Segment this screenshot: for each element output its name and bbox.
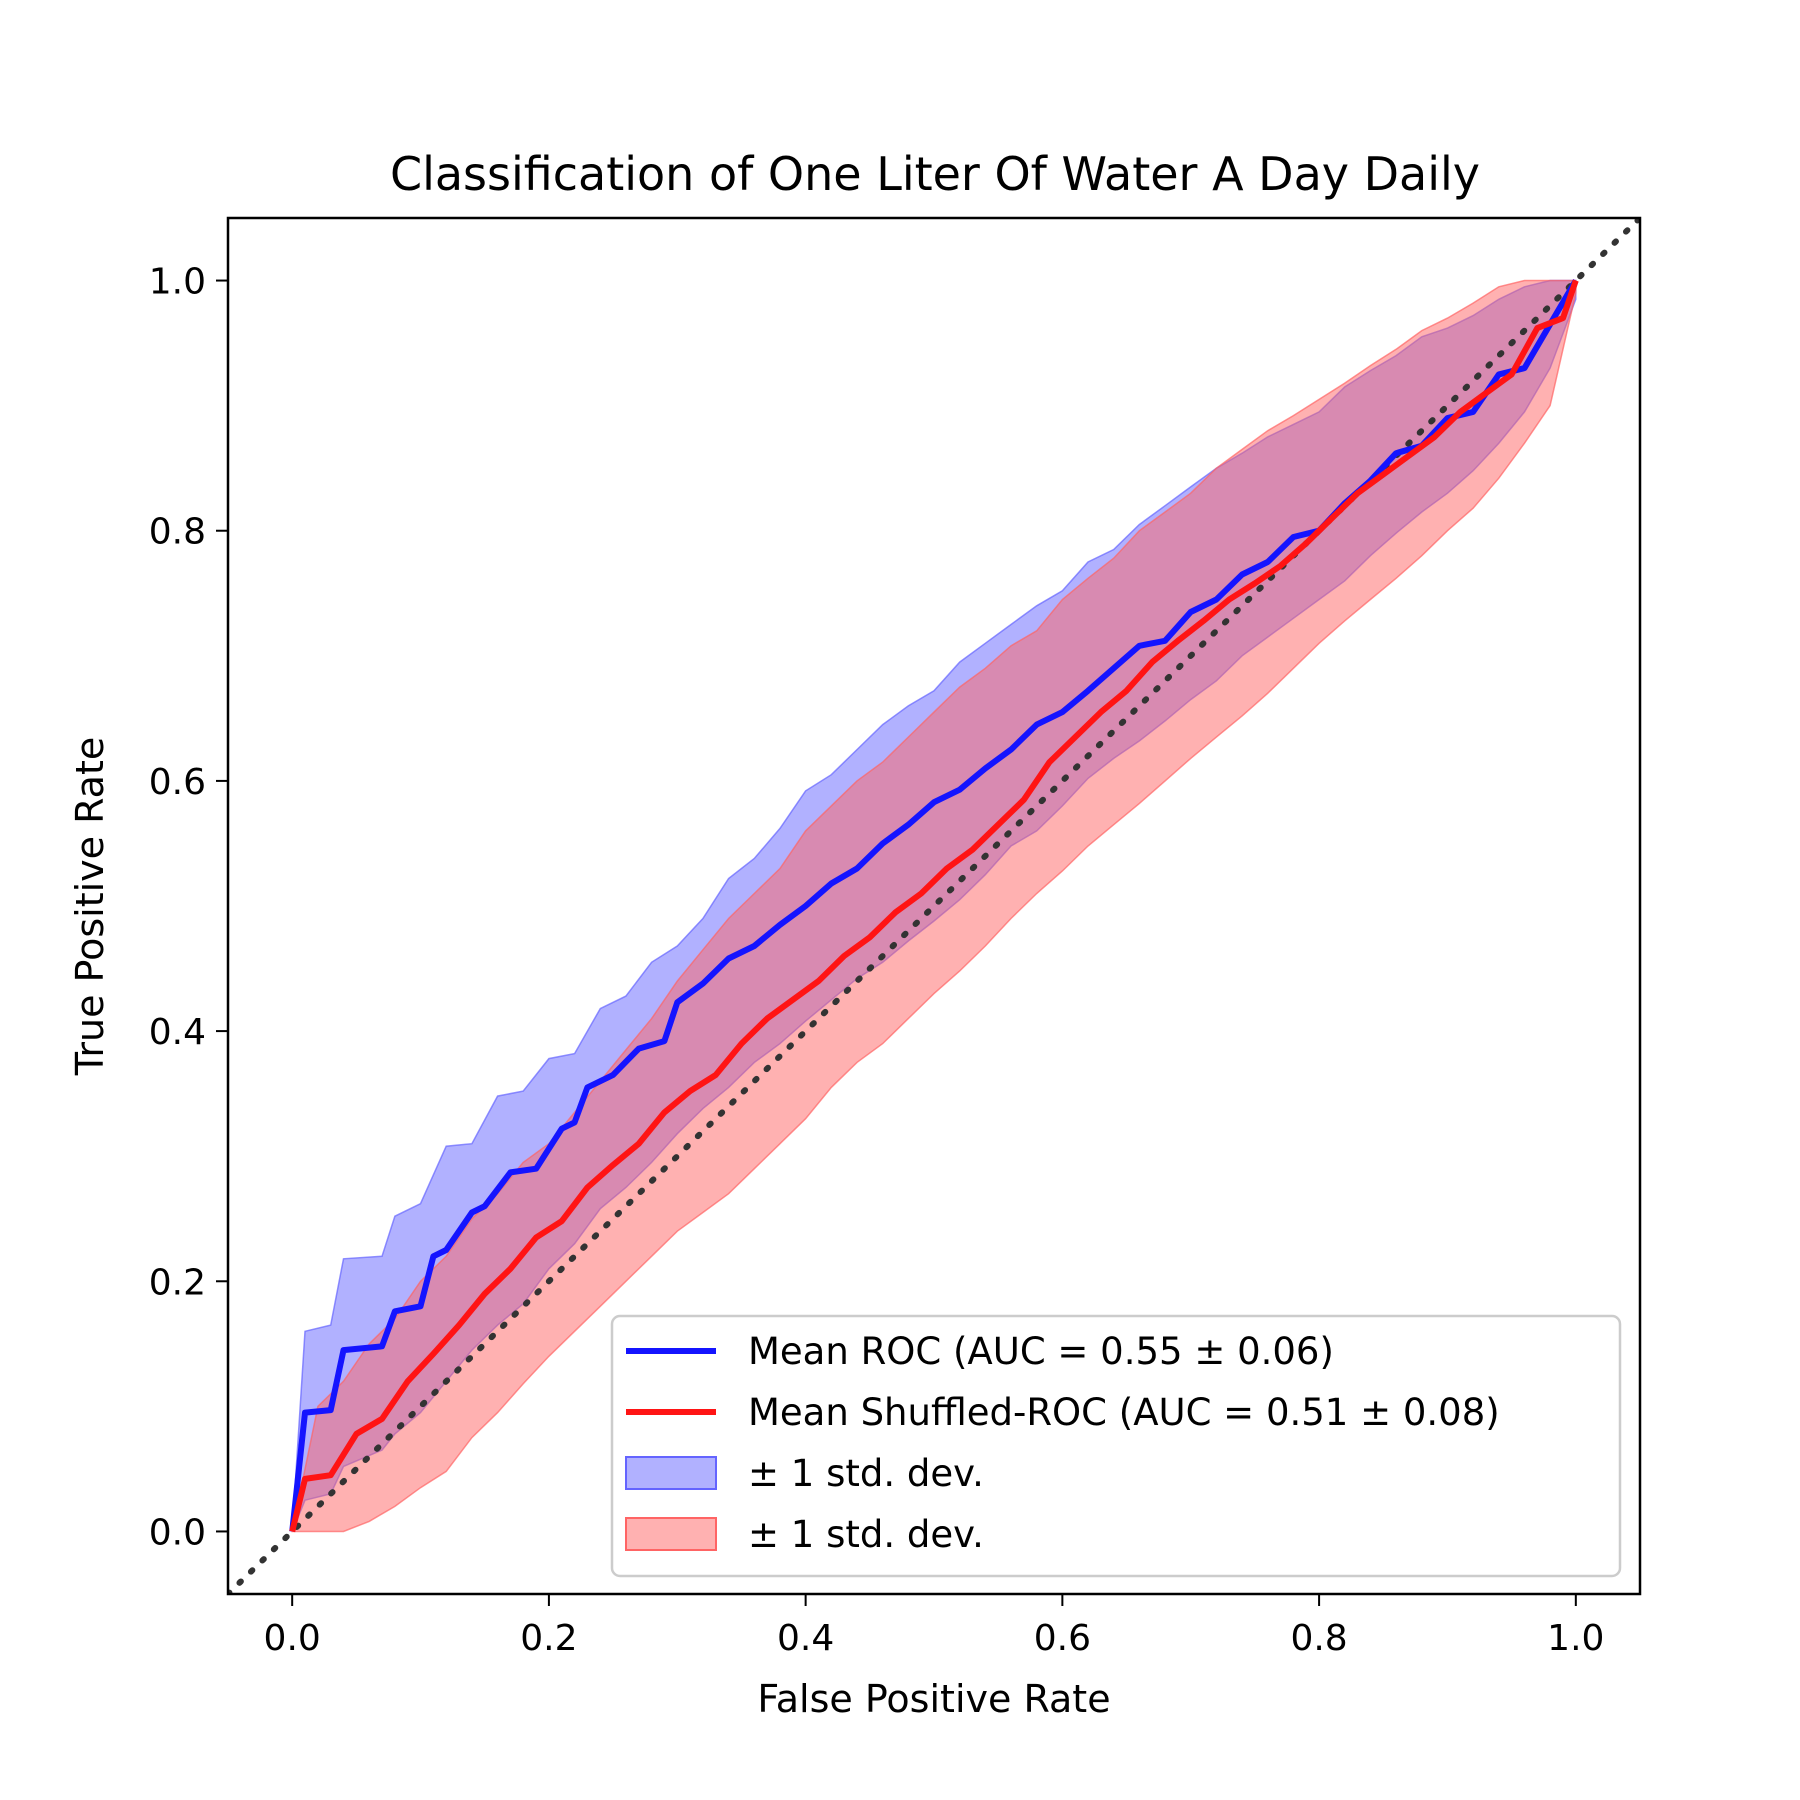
plot-area bbox=[228, 218, 1640, 1594]
x-tick-label: 0.0 bbox=[264, 1618, 321, 1659]
x-tick-label: 0.6 bbox=[1034, 1618, 1091, 1659]
plot-content bbox=[228, 218, 1640, 1594]
y-tick-label: 0.4 bbox=[149, 1012, 206, 1053]
legend-swatch-std-band-blue bbox=[625, 1456, 717, 1490]
legend-label-std-band-blue: ± 1 std. dev. bbox=[748, 1452, 984, 1495]
legend-swatch-std-band-red bbox=[625, 1517, 717, 1551]
y-axis-label: True Positive Rate bbox=[68, 737, 112, 1077]
x-tick-label: 1.0 bbox=[1547, 1618, 1604, 1659]
y-tick-label: 0.2 bbox=[149, 1262, 206, 1303]
x-tick-label: 0.8 bbox=[1290, 1618, 1347, 1659]
chart-title: Classification of One Liter Of Water A D… bbox=[390, 147, 1480, 201]
y-axis-ticks: 0.0 0.2 0.4 0.6 0.8 1.0 bbox=[149, 262, 228, 1553]
legend-label-std-band-red: ± 1 std. dev. bbox=[748, 1513, 984, 1556]
x-axis-ticks: 0.0 0.2 0.4 0.6 0.8 1.0 bbox=[264, 1594, 1604, 1659]
x-tick-label: 0.2 bbox=[520, 1618, 577, 1659]
legend-label-mean-roc: Mean ROC (AUC = 0.55 ± 0.06) bbox=[748, 1330, 1334, 1373]
x-axis-label: False Positive Rate bbox=[757, 1677, 1110, 1721]
legend: Mean ROC (AUC = 0.55 ± 0.06) Mean Shuffl… bbox=[610, 1314, 1622, 1578]
y-tick-label: 0.6 bbox=[149, 762, 206, 803]
plot-frame bbox=[226, 216, 1642, 1596]
legend-frame bbox=[610, 1314, 1622, 1578]
series-line-1 bbox=[289, 279, 1579, 1533]
y-tick-label: 0.8 bbox=[149, 512, 206, 553]
legend-label-mean-shuffled-roc: Mean Shuffled-ROC (AUC = 0.51 ± 0.08) bbox=[748, 1391, 1500, 1434]
x-tick-label: 0.4 bbox=[777, 1618, 834, 1659]
y-tick-label: 0.0 bbox=[149, 1512, 206, 1553]
y-tick-label: 1.0 bbox=[149, 262, 206, 303]
